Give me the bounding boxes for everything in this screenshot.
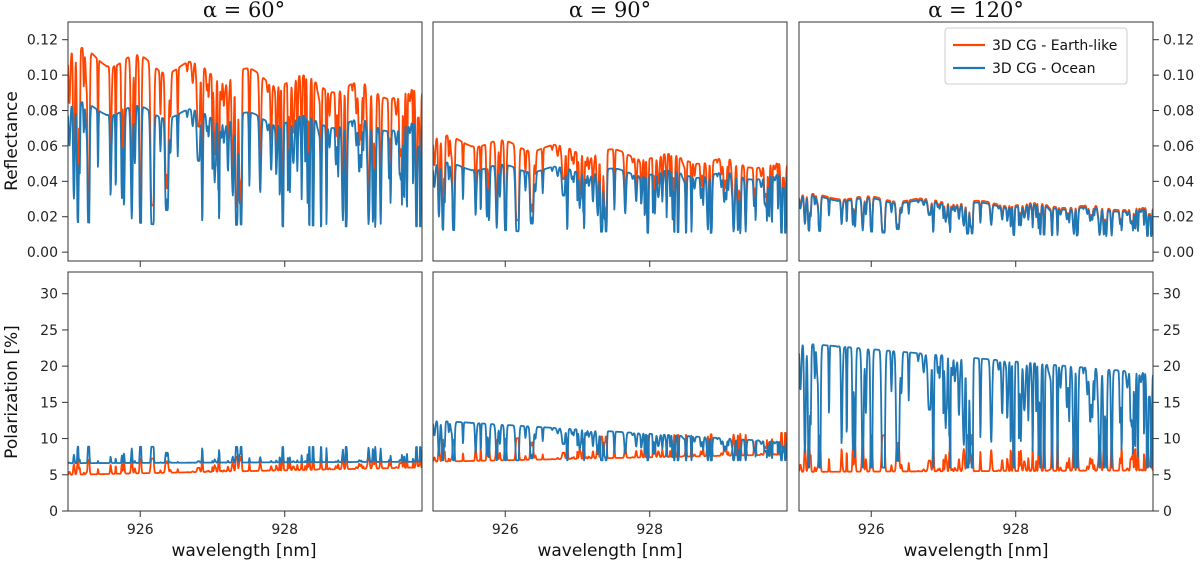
series-earth-like-r0-c0 <box>68 46 422 213</box>
series-ocean-r1-c2 <box>799 343 1153 469</box>
legend-box <box>944 27 1128 85</box>
y-axis-label-polarization: Polarization [%] <box>2 325 22 459</box>
y-tick-label-right-r0-0: 0.00 <box>1163 245 1194 261</box>
y-tick-label-right-r1-0: 0 <box>1163 504 1172 520</box>
series-ocean-r0-c1 <box>433 161 787 235</box>
x-axis-label-col3: wavelength [nm] <box>903 541 1048 561</box>
y-tick-label-right-r0-1: 0.02 <box>1163 210 1194 226</box>
y-tick-label-r1-5: 25 <box>40 323 58 339</box>
panel-r1-c1: 926 928 <box>432 271 788 538</box>
y-tick-label-r1-2: 10 <box>40 432 58 448</box>
y-tick-label-right-r0-3: 0.06 <box>1163 139 1194 155</box>
legend-label-ocean: 3D CG - Ocean <box>992 61 1096 77</box>
title-alpha-120: α = 120° <box>928 0 1024 22</box>
y-tick-label-r0-6: 0.12 <box>27 33 58 49</box>
y-tick-label-right-r1-5: 25 <box>1163 323 1181 339</box>
panel-r0-c2: 0.00 0.02 0.04 0.06 0.08 0.10 0.12 <box>798 21 1194 267</box>
series-ocean-r0-c2 <box>799 194 1153 238</box>
title-alpha-60: α = 60° <box>203 0 285 22</box>
x-tick-label-c0-0: 926 <box>127 522 154 538</box>
y-tick-label-r1-3: 15 <box>40 395 58 411</box>
panel-r0-c1 <box>432 21 788 267</box>
y-tick-label-right-r0-5: 0.10 <box>1163 68 1194 84</box>
panel-frame-r0-c0 <box>67 21 423 262</box>
y-tick-label-r1-0: 0 <box>49 504 58 520</box>
x-tick-label-c2-0: 926 <box>858 522 885 538</box>
panel-frame-r0-c1 <box>432 21 788 262</box>
panel-r0-c0: 0.00 0.02 0.04 0.06 0.08 0.10 0.12 <box>27 21 423 267</box>
legend-label-earth: 3D CG - Earth-like <box>992 38 1117 54</box>
x-axis-label-col2: wavelength [nm] <box>537 541 682 561</box>
y-tick-label-right-r1-2: 10 <box>1163 432 1181 448</box>
y-tick-label-right-r1-1: 5 <box>1163 468 1172 484</box>
title-alpha-90: α = 90° <box>569 0 651 22</box>
x-tick-label-c2-1: 928 <box>1002 522 1029 538</box>
panel-frame-r1-c0 <box>67 271 423 512</box>
x-axis-label-col1: wavelength [nm] <box>171 541 316 561</box>
panel-frame-r0-c2 <box>798 21 1154 262</box>
x-tick-label-c1-1: 928 <box>636 522 663 538</box>
panel-r1-c2: 0 5 10 15 20 25 30 926 928 <box>798 271 1181 538</box>
legend: 3D CG - Earth-like 3D CG - Ocean <box>944 27 1128 85</box>
y-axis-label-reflectance: Reflectance <box>2 91 22 191</box>
y-tick-label-r1-6: 30 <box>40 287 58 303</box>
y-tick-label-r0-0: 0.00 <box>27 245 58 261</box>
y-tick-label-right-r1-6: 30 <box>1163 287 1181 303</box>
x-tick-label-c0-1: 928 <box>271 522 298 538</box>
panel-r1-c0: 0 5 10 15 20 25 30 926 928 <box>40 271 423 538</box>
y-tick-label-r0-3: 0.06 <box>27 139 58 155</box>
panel-frame-r1-c1 <box>432 271 788 512</box>
series-earth-like-r0-c1 <box>433 134 787 227</box>
series-earth-like-r1-c1 <box>433 431 787 463</box>
series-earth-like-r1-c0 <box>68 452 422 476</box>
y-tick-label-right-r0-6: 0.12 <box>1163 33 1194 49</box>
y-tick-label-r1-1: 5 <box>49 468 58 484</box>
y-tick-label-r0-5: 0.10 <box>27 68 58 84</box>
y-tick-label-r0-4: 0.08 <box>27 104 58 120</box>
panel-titles: α = 60° α = 90° α = 120° <box>203 0 1024 22</box>
series-ocean-r0-c0 <box>68 101 422 228</box>
y-tick-label-right-r1-4: 20 <box>1163 359 1181 375</box>
y-tick-label-right-r0-2: 0.04 <box>1163 174 1194 190</box>
y-tick-label-r0-1: 0.02 <box>27 210 58 226</box>
panels: 0.00 0.02 0.04 0.06 0.08 0.10 0.12 0.00 0.02 0.04… <box>27 21 1194 538</box>
series-earth-like-r1-c2 <box>799 433 1153 473</box>
x-tick-label-c1-0: 926 <box>492 522 519 538</box>
panel-frame-r1-c2 <box>798 271 1154 512</box>
y-tick-label-r1-4: 20 <box>40 359 58 375</box>
y-tick-label-r0-2: 0.04 <box>27 174 58 190</box>
y-tick-label-right-r0-4: 0.08 <box>1163 104 1194 120</box>
y-tick-label-right-r1-3: 15 <box>1163 395 1181 411</box>
series-ocean-r1-c1 <box>433 420 787 462</box>
series-ocean-r1-c0 <box>68 445 422 465</box>
